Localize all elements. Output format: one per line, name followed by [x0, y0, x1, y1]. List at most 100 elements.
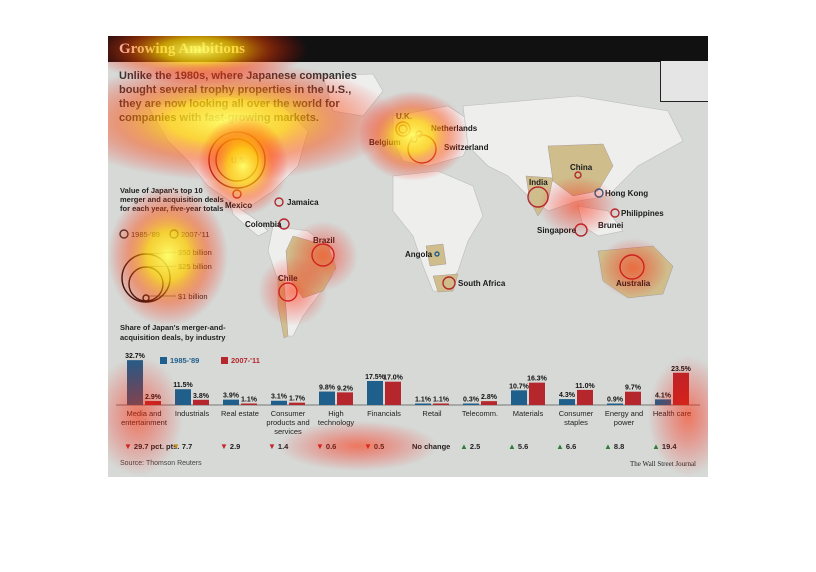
bar-label-1985-5: 17.5% — [365, 374, 386, 381]
triangle-up-icon: ▲ — [460, 442, 468, 451]
bar-2007-2 — [241, 403, 257, 405]
change-value: 0.5 — [373, 442, 385, 451]
change-label: ▼ 0.6 — [316, 442, 336, 451]
label-hong-kong: Hong Kong — [605, 189, 649, 198]
category-label: Energy and power — [604, 409, 644, 427]
bar-1985-6 — [415, 403, 431, 405]
category-label: Consumer staples — [558, 409, 594, 427]
chart-legend-label-2007: 2007-'11 — [231, 356, 260, 365]
label-jamaica: Jamaica — [287, 198, 319, 207]
bar-label-1985-3: 3.1% — [271, 394, 288, 401]
bar-label-2007-2: 1.1% — [241, 396, 258, 403]
category-label: Retail — [422, 409, 442, 418]
change-value: 2.9 — [229, 442, 241, 451]
category-label: High technology — [317, 409, 355, 427]
source-note: Source: Thomson Reuters — [120, 460, 202, 467]
bar-2007-3 — [289, 402, 305, 405]
category-label: Materials — [512, 409, 544, 418]
credit-note: The Wall Street Journal — [630, 460, 696, 468]
change-label: ▼ 7.7 — [172, 442, 192, 451]
bar-2007-11 — [673, 372, 689, 405]
bar-1985-5 — [367, 381, 383, 405]
bar-label-2007-4: 9.2% — [337, 385, 354, 392]
bar-1985-1 — [175, 389, 191, 405]
change-value: 19.4 — [661, 442, 677, 451]
change-value: 1.4 — [277, 442, 289, 451]
bar-label-1985-10: 0.9% — [607, 397, 624, 404]
triangle-up-icon: ▲ — [508, 442, 516, 451]
bar-1985-8 — [511, 390, 527, 405]
bar-1985-0 — [127, 360, 143, 405]
bar-2007-5 — [385, 381, 401, 405]
change-label: No change — [412, 442, 450, 451]
bar-1985-4 — [319, 391, 335, 405]
bar-label-1985-8: 10.7% — [509, 383, 530, 390]
change-label: ▲ 6.6 — [556, 442, 576, 451]
change-label: ▲ 2.5 — [460, 442, 480, 451]
change-value: 0.6 — [325, 442, 337, 451]
bar-label-2007-10: 9.7% — [625, 385, 642, 392]
change-label: ▼ 1.4 — [268, 442, 288, 451]
change-label: ▲ 19.4 — [652, 442, 677, 451]
triangle-up-icon: ▲ — [556, 442, 564, 451]
chart-legend-2007: 2007-'11 — [221, 356, 260, 365]
bar-label-2007-5: 17.0% — [383, 375, 404, 382]
triangle-down-icon: ▼ — [172, 442, 180, 451]
label-philippines: Philippines — [621, 209, 664, 218]
triangle-down-icon: ▼ — [364, 442, 372, 451]
bar-label-2007-11: 23.5% — [671, 366, 692, 373]
change-value: 2.5 — [469, 442, 481, 451]
bar-1985-3 — [271, 400, 287, 405]
category-label: Industrials — [174, 409, 210, 418]
bar-1985-9 — [559, 399, 575, 405]
bar-2007-8 — [529, 382, 545, 405]
south-africa-circle — [442, 276, 456, 290]
change-label: ▲ 8.8 — [604, 442, 624, 451]
triangle-up-icon: ▲ — [652, 442, 660, 451]
change-label: ▼ 0.5 — [364, 442, 384, 451]
bar-1985-11 — [655, 399, 671, 405]
bar-label-2007-6: 1.1% — [433, 396, 450, 403]
bar-label-1985-4: 9.8% — [319, 385, 336, 392]
change-value: 8.8 — [613, 442, 625, 451]
label-colombia: Colombia — [245, 220, 282, 229]
label-angola: Angola — [405, 250, 433, 259]
category-label: Health care — [652, 409, 692, 418]
triangle-up-icon: ▲ — [604, 442, 612, 451]
bar-1985-7 — [463, 403, 479, 405]
bar-label-1985-0: 32.7% — [125, 353, 146, 360]
triangle-down-icon: ▼ — [316, 442, 324, 451]
bar-1985-2 — [223, 399, 239, 405]
bar-label-1985-6: 1.1% — [415, 396, 432, 403]
bar-label-1985-1: 11.5% — [173, 382, 193, 389]
bar-label-2007-9: 11.0% — [575, 383, 595, 390]
bar-2007-4 — [337, 392, 353, 405]
triangle-down-icon: ▼ — [124, 442, 132, 451]
bar-2007-6 — [433, 403, 449, 405]
change-value: 5.6 — [517, 442, 529, 451]
chart-legend-swatch-2007 — [221, 357, 228, 364]
triangle-down-icon: ▼ — [220, 442, 228, 451]
angola-circle — [434, 251, 440, 257]
label-china: China — [570, 163, 593, 172]
change-label: ▼ 2.9 — [220, 442, 240, 451]
bar-label-1985-2: 3.9% — [223, 393, 240, 400]
bar-2007-9 — [577, 389, 593, 405]
bar-label-1985-9: 4.3% — [559, 392, 576, 399]
change-value: 6.6 — [565, 442, 577, 451]
category-label: Consumer products and services — [266, 409, 310, 436]
category-label: Media and entertainment — [121, 409, 167, 427]
bar-label-1985-11: 4.1% — [655, 392, 672, 399]
bar-2007-7 — [481, 401, 497, 405]
bar-2007-0 — [145, 401, 161, 405]
bar-2007-10 — [625, 391, 641, 405]
category-label: Financials — [367, 409, 401, 418]
label-south-africa: South Africa — [458, 279, 506, 288]
bar-label-1985-7: 0.3% — [463, 397, 480, 404]
bar-1985-10 — [607, 403, 623, 405]
chart-legend-label-1985: 1985-'89 — [170, 356, 200, 365]
corner-box — [660, 61, 708, 102]
change-label: ▲ 5.6 — [508, 442, 528, 451]
bar-2007-1 — [193, 399, 209, 405]
category-label: Real estate — [221, 409, 259, 418]
